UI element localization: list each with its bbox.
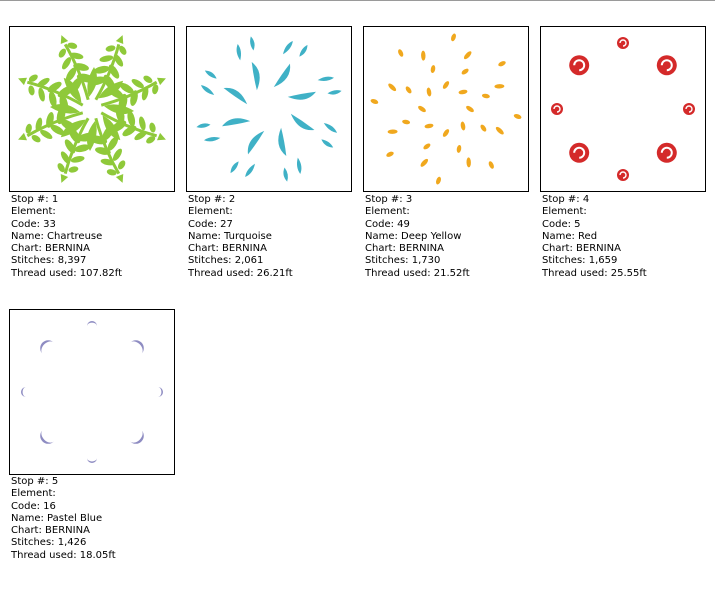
stitches-label: Stitches: 8,397	[11, 255, 87, 267]
thread-used-label: Thread used: 21.52ft	[365, 267, 470, 279]
stop-4-preview	[540, 26, 706, 192]
thread-used-label: Thread used: 107.82ft	[11, 267, 122, 279]
stitches-label: Stitches: 2,061	[188, 255, 264, 267]
stop-number: Stop #: 4	[542, 194, 590, 205]
stop-number: Stop #: 1	[11, 194, 59, 205]
color-name-label: Name: Chartreuse	[11, 230, 103, 242]
stop-number: Stop #: 2	[188, 194, 236, 205]
color-name-label: Name: Pastel Blue	[11, 512, 103, 524]
stop-5-preview	[9, 309, 175, 475]
element-label: Element:	[11, 488, 56, 500]
stop-3-info: Stop #: 3 Element: Code: 49 Name: Deep Y…	[365, 194, 535, 280]
chart-label: Chart: BERNINA	[11, 525, 90, 537]
stop-1-design-image	[18, 35, 166, 183]
deep-yellow-leaf-motif	[370, 33, 522, 185]
stop-number: Stop #: 3	[365, 194, 413, 205]
stop-2-design-image	[196, 36, 342, 182]
code-label: Code: 33	[11, 218, 56, 230]
code-label: Code: 49	[365, 218, 410, 230]
red-swirl-motif	[551, 37, 695, 181]
stop-1-info: Stop #: 1 Element: Code: 33 Name: Chartr…	[11, 194, 181, 280]
thread-used-label: Thread used: 25.55ft	[542, 267, 647, 279]
element-label: Element:	[188, 206, 233, 218]
chart-label: Chart: BERNINA	[365, 243, 444, 255]
element-label: Element:	[542, 206, 587, 218]
chartreuse-leaf-motif	[18, 35, 166, 183]
chart-label: Chart: BERNINA	[542, 243, 621, 255]
stop-4-info: Stop #: 4 Element: Code: 5 Name: Red Cha…	[542, 194, 712, 280]
turquoise-leaf-motif	[196, 36, 342, 182]
element-label: Element:	[365, 206, 410, 218]
color-name-label: Name: Turquoise	[188, 230, 272, 242]
stop-1-preview	[9, 26, 175, 192]
thread-used-label: Thread used: 18.05ft	[11, 549, 116, 561]
stop-2-preview	[186, 26, 352, 192]
stitches-label: Stitches: 1,730	[365, 255, 441, 267]
thread-used-label: Thread used: 26.21ft	[188, 267, 293, 279]
pastel-blue-crescent-motif	[21, 321, 163, 463]
code-label: Code: 16	[11, 500, 56, 512]
stop-5-info: Stop #: 5 Element: Code: 16 Name: Pastel…	[11, 476, 181, 562]
code-label: Code: 27	[188, 218, 233, 230]
stitches-label: Stitches: 1,426	[11, 537, 87, 549]
stop-number: Stop #: 5	[11, 476, 59, 487]
stop-3-design-image	[370, 33, 522, 185]
chart-label: Chart: BERNINA	[188, 243, 267, 255]
chart-label: Chart: BERNINA	[11, 243, 90, 255]
element-label: Element:	[11, 206, 56, 218]
color-name-label: Name: Red	[542, 230, 598, 242]
stop-5-design-image	[21, 321, 163, 463]
top-divider	[0, 0, 715, 1]
stitches-label: Stitches: 1,659	[542, 255, 618, 267]
stop-4-design-image	[551, 37, 695, 181]
stop-3-preview	[363, 26, 529, 192]
stop-2-info: Stop #: 2 Element: Code: 27 Name: Turquo…	[188, 194, 358, 280]
color-name-label: Name: Deep Yellow	[365, 230, 462, 242]
code-label: Code: 5	[542, 218, 581, 230]
